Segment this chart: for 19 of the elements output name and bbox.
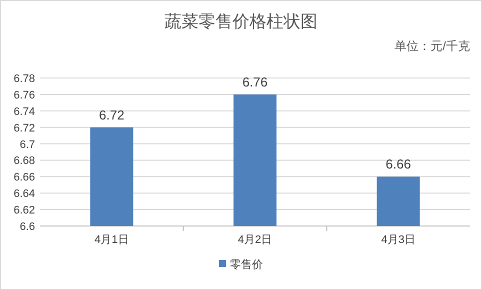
y-tick-label: 6.76: [14, 89, 35, 102]
data-label: 6.66: [386, 156, 411, 172]
y-tick-label: 6.6: [20, 221, 35, 233]
y-tick-label: 6.7: [20, 138, 35, 151]
x-tick-label: 4月2日: [238, 234, 272, 246]
y-tick-label: 6.66: [14, 172, 35, 184]
y-tick-label: 6.68: [14, 155, 35, 168]
data-label: 6.76: [242, 74, 268, 90]
legend-label: 零售价: [230, 259, 263, 271]
chart-title: 蔬菜零售价格柱状图: [164, 12, 318, 31]
x-tick-label: 4月1日: [94, 234, 129, 246]
y-tick-label: 6.74: [14, 106, 35, 118]
y-tick-label: 6.62: [14, 204, 35, 217]
y-tick-label: 6.64: [14, 188, 35, 200]
text: 单位：元/千克: [394, 39, 470, 53]
y-tick-label: 6.78: [14, 73, 35, 85]
x-tick-label: 4月3日: [381, 234, 416, 246]
y-tick-label: 6.72: [14, 122, 35, 134]
data-label: 6.72: [99, 107, 124, 122]
